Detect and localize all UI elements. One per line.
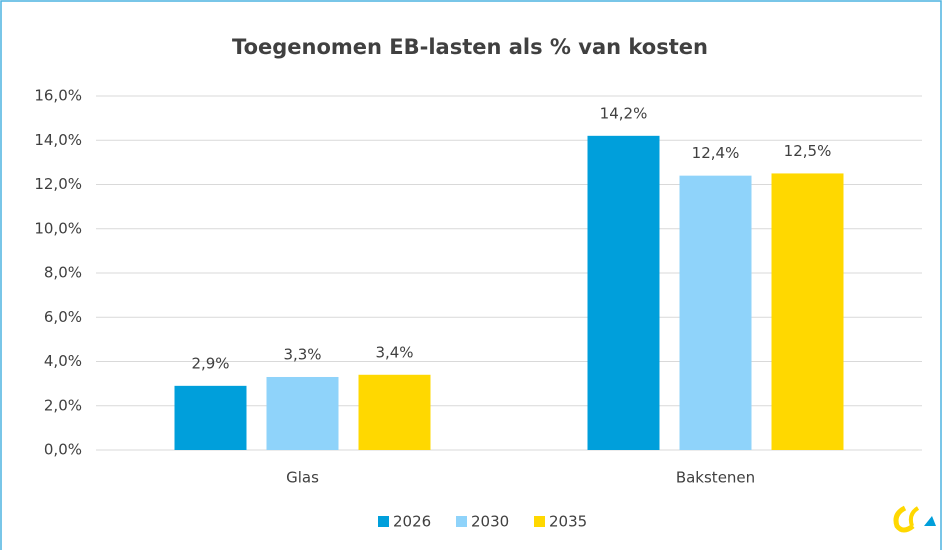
y-tick-label: 16,0%	[34, 87, 82, 105]
chart-title: Toegenomen EB-lasten als % van kosten	[232, 35, 708, 59]
bar	[679, 175, 752, 450]
value-label: 14,2%	[600, 104, 648, 122]
y-tick-label: 6,0%	[44, 308, 82, 326]
y-tick-label: 8,0%	[44, 264, 82, 282]
value-label: 2,9%	[191, 354, 229, 372]
x-tick-label: Bakstenen	[676, 469, 755, 487]
legend-label: 2026	[393, 513, 431, 531]
value-label: 3,3%	[283, 345, 321, 363]
y-tick-label: 10,0%	[34, 219, 82, 237]
bar	[358, 374, 431, 450]
legend-label: 2030	[471, 513, 509, 531]
bar	[771, 173, 844, 450]
legend-swatch	[534, 516, 545, 527]
y-tick-label: 0,0%	[44, 441, 82, 459]
value-label: 3,4%	[375, 343, 413, 361]
legend-label: 2035	[549, 513, 587, 531]
bar	[587, 135, 660, 450]
bar	[174, 385, 247, 450]
logo	[893, 505, 936, 533]
y-tick-label: 4,0%	[44, 352, 82, 370]
y-tick-label: 2,0%	[44, 396, 82, 414]
y-tick-label: 14,0%	[34, 131, 82, 149]
value-label: 12,4%	[692, 144, 740, 162]
legend-swatch	[456, 516, 467, 527]
legend-swatch	[378, 516, 389, 527]
bar	[266, 376, 339, 450]
y-tick-label: 12,0%	[34, 175, 82, 193]
value-label: 12,5%	[784, 142, 832, 160]
x-tick-label: Glas	[286, 469, 319, 487]
